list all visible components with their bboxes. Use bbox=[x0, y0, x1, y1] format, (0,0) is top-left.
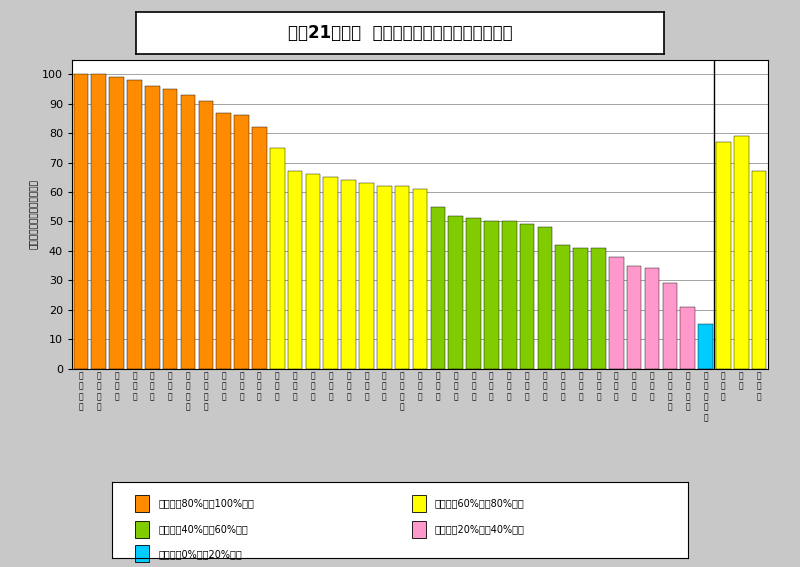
Bar bbox=[288, 171, 302, 369]
Text: 普及率：0%以上20%未満: 普及率：0%以上20%未満 bbox=[158, 549, 242, 559]
Bar bbox=[306, 174, 320, 369]
Bar bbox=[395, 186, 410, 369]
Bar bbox=[448, 215, 463, 369]
Bar bbox=[662, 283, 677, 369]
Bar bbox=[135, 545, 150, 562]
Bar bbox=[342, 180, 356, 369]
Bar bbox=[698, 324, 713, 369]
Bar bbox=[502, 221, 517, 369]
Bar bbox=[680, 307, 695, 369]
Bar bbox=[127, 80, 142, 369]
Bar bbox=[411, 521, 426, 538]
Text: 平成21年度末  市町村別下水道処理人口普及率: 平成21年度末 市町村別下水道処理人口普及率 bbox=[288, 24, 512, 42]
Bar bbox=[627, 265, 642, 369]
Bar bbox=[716, 142, 730, 369]
Text: 普及率：60%以上80%未満: 普及率：60%以上80%未満 bbox=[434, 498, 524, 509]
Bar bbox=[110, 77, 124, 369]
Bar bbox=[752, 171, 766, 369]
Bar bbox=[74, 74, 88, 369]
Bar bbox=[484, 221, 498, 369]
Bar bbox=[538, 227, 552, 369]
Bar bbox=[270, 148, 285, 369]
X-axis label: 市町村名: 市町村名 bbox=[405, 498, 435, 511]
Bar bbox=[234, 116, 249, 369]
Bar bbox=[163, 89, 178, 369]
Bar bbox=[198, 101, 213, 369]
Text: 普及率：20%以上40%未満: 普及率：20%以上40%未満 bbox=[434, 524, 525, 535]
Bar bbox=[520, 225, 534, 369]
Text: 普及率：40%以上60%未満: 普及率：40%以上60%未満 bbox=[158, 524, 248, 535]
Bar bbox=[430, 207, 445, 369]
Y-axis label: 下水道処理人口普及率（％）: 下水道処理人口普及率（％） bbox=[30, 179, 39, 249]
Bar bbox=[609, 257, 624, 369]
Bar bbox=[734, 136, 749, 369]
Bar bbox=[413, 189, 427, 369]
Bar bbox=[466, 218, 481, 369]
Bar bbox=[591, 248, 606, 369]
Bar bbox=[555, 245, 570, 369]
Bar bbox=[181, 95, 195, 369]
Bar bbox=[252, 127, 266, 369]
Bar bbox=[411, 495, 426, 512]
Bar bbox=[574, 248, 588, 369]
Bar bbox=[359, 183, 374, 369]
Bar bbox=[91, 74, 106, 369]
Bar bbox=[323, 177, 338, 369]
Text: 普及率：80%以上100%以下: 普及率：80%以上100%以下 bbox=[158, 498, 254, 509]
Bar bbox=[135, 521, 150, 538]
Bar bbox=[145, 86, 160, 369]
Bar bbox=[216, 112, 231, 369]
Bar bbox=[135, 495, 150, 512]
Bar bbox=[645, 269, 659, 369]
Bar bbox=[377, 186, 392, 369]
